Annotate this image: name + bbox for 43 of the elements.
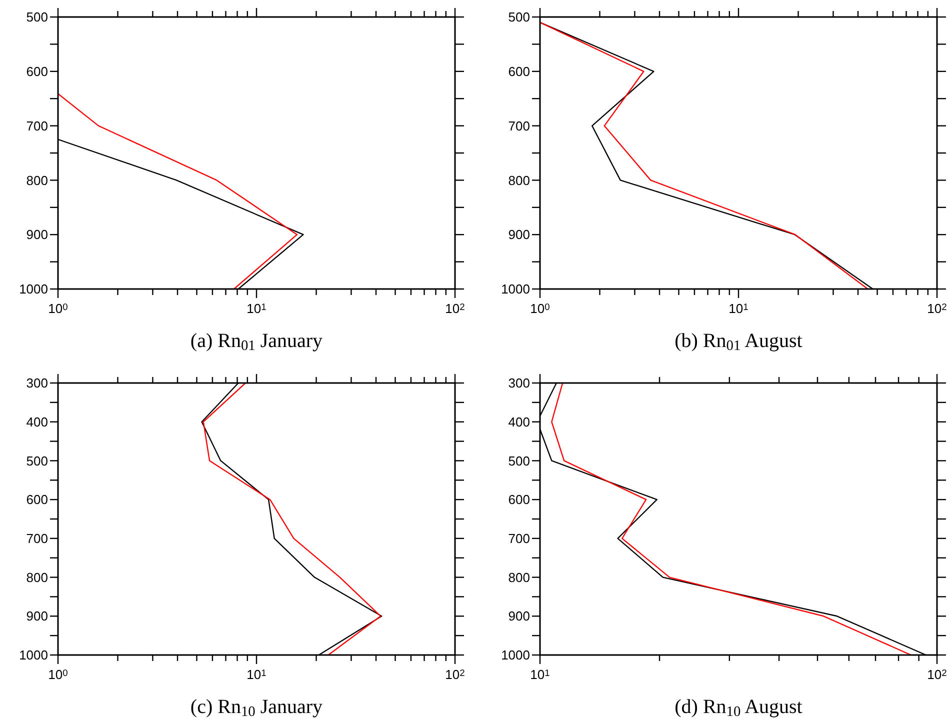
y-tick-label: 900 — [508, 227, 530, 242]
x-tick-label: 10$^{2}$ — [927, 301, 947, 316]
y-tick-label: 500 — [508, 10, 530, 25]
y-tick-label: 800 — [26, 570, 48, 585]
x-tick-label: 10$^{1}$ — [530, 667, 550, 682]
x-tick-label: 10$^{0}$ — [48, 301, 68, 316]
y-tick-label: 500 — [26, 453, 48, 468]
y-tick-label: 400 — [508, 414, 530, 430]
y-tick-label: 700 — [26, 530, 48, 546]
x-tick-label: 10$^{2}$ — [927, 667, 947, 682]
text: (c) Rn$_{10}$ January — [190, 696, 323, 720]
y-tick-label: 900 — [26, 227, 48, 242]
x-tick-label: 10$^{1}$ — [246, 667, 266, 682]
y-tick-label: 600 — [508, 64, 530, 79]
x-tick-label: 10$^{0}$ — [530, 301, 550, 316]
x-tick-label: 10$^{2}$ — [445, 301, 465, 316]
y-tick-label: 1000 — [501, 282, 530, 297]
x-tick-label: 10$^{2}$ — [445, 667, 465, 682]
y-tick-label: 900 — [508, 608, 530, 624]
y-tick-label: 500 — [508, 453, 530, 468]
y-tick-label: 500 — [26, 10, 48, 25]
text: (d) Rn$_{10}$ August — [674, 696, 803, 720]
y-tick-label: 700 — [26, 118, 48, 134]
x-tick-label: 10$^{0}$ — [48, 667, 68, 682]
y-tick-label: 700 — [508, 530, 530, 546]
y-tick-label: 300 — [508, 376, 530, 391]
y-tick-label: 800 — [508, 172, 530, 188]
y-tick-label: 600 — [508, 492, 530, 508]
y-tick-label: 800 — [508, 570, 530, 585]
y-tick-label: 300 — [26, 376, 48, 391]
y-tick-label: 1000 — [19, 282, 48, 297]
y-tick-label: 700 — [508, 118, 530, 134]
text: (b) Rn$_{01}$ August — [674, 330, 803, 354]
y-tick-label: 800 — [26, 172, 48, 188]
y-tick-label: 600 — [26, 492, 48, 508]
y-tick-label: 600 — [26, 64, 48, 79]
x-tick-label: 10$^{1}$ — [728, 301, 748, 316]
y-tick-label: 900 — [26, 608, 48, 624]
y-tick-label: 400 — [26, 414, 48, 430]
x-tick-label: 10$^{1}$ — [246, 301, 266, 316]
y-tick-label: 1000 — [501, 648, 530, 663]
text: (a) Rn$_{01}$ January — [190, 330, 323, 354]
y-tick-label: 1000 — [19, 648, 48, 663]
